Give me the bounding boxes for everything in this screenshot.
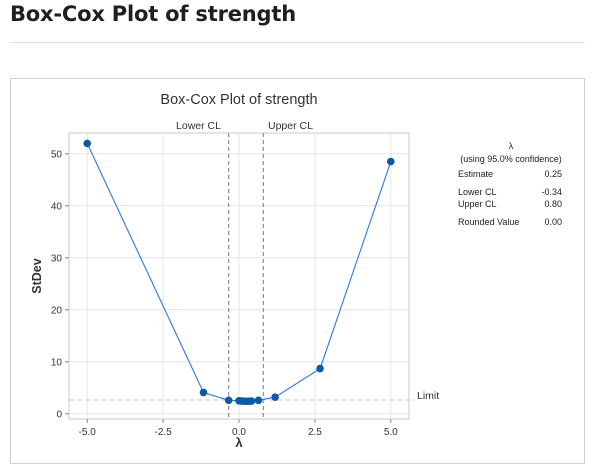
stats-table: λ (using 95.0% confidence) Estimate 0.25… — [458, 141, 562, 227]
series-layer — [83, 139, 395, 406]
data-point — [83, 139, 92, 148]
data-point — [386, 157, 395, 166]
reference-lines — [69, 133, 415, 419]
x-axis-label: λ — [235, 435, 243, 450]
data-point — [316, 364, 324, 373]
y-axis-label: StDev — [30, 258, 44, 293]
stats-upper-cl-label: Upper CL — [458, 199, 497, 209]
stats-rounded-label: Rounded Value — [458, 217, 519, 227]
box-cox-chart: Box-Cox Plot of strength -5.0 -2.5 0.0 2.5 5… — [30, 92, 562, 450]
x-tick-label: 2.5 — [308, 427, 322, 438]
axis-layer: -5.0 -2.5 0.0 2.5 5.0 0 10 20 30 40 50 — [51, 149, 398, 438]
x-tick-label: -5.0 — [79, 427, 97, 438]
x-tick-label: -2.5 — [154, 427, 172, 438]
stats-estimate-value: 0.25 — [544, 169, 562, 179]
stats-lower-cl-value: -0.34 — [541, 187, 562, 197]
data-point — [247, 397, 256, 405]
stats-upper-cl-value: 0.80 — [544, 199, 562, 209]
data-point — [254, 396, 263, 405]
chart-panel: Box-Cox Plot of strength -5.0 -2.5 0.0 2.5 5… — [10, 78, 585, 464]
chart-title: Box-Cox Plot of strength — [160, 92, 317, 108]
stats-header: λ — [509, 141, 514, 151]
data-point — [199, 388, 208, 397]
y-tick-label: 30 — [51, 253, 63, 264]
data-point — [271, 393, 279, 401]
stats-lower-cl-label: Lower CL — [458, 187, 497, 197]
page-title: Box-Cox Plot of strength — [10, 2, 296, 26]
upper-cl-label: Upper CL — [268, 120, 313, 132]
title-divider — [10, 42, 585, 43]
x-tick-label: 5.0 — [384, 427, 398, 438]
stats-rounded-value: 0.00 — [544, 217, 562, 227]
stats-subheader: (using 95.0% confidence) — [460, 154, 562, 164]
y-tick-label: 10 — [51, 357, 63, 368]
y-tick-label: 40 — [51, 201, 63, 212]
lower-cl-label: Lower CL — [176, 120, 221, 132]
y-tick-label: 0 — [56, 409, 62, 420]
stats-estimate-label: Estimate — [458, 169, 493, 179]
limit-label: Limit — [417, 390, 439, 402]
y-tick-label: 20 — [51, 305, 63, 316]
x-tick-label: 0.0 — [232, 427, 246, 438]
y-tick-label: 50 — [51, 149, 63, 160]
data-point — [224, 396, 233, 405]
grid-layer — [69, 133, 409, 419]
